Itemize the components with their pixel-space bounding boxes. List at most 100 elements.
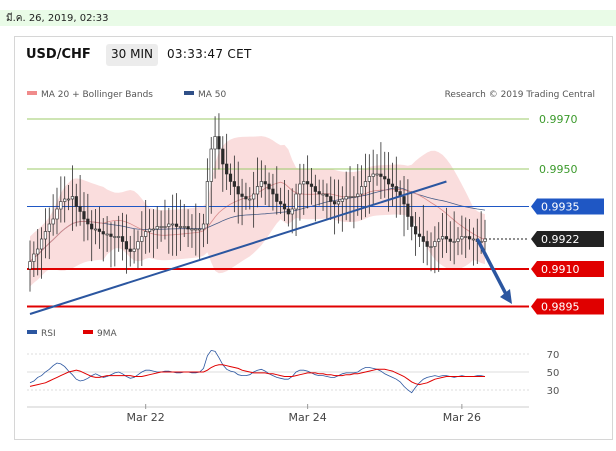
- candle: [263, 165, 267, 205]
- candle: [448, 221, 452, 261]
- candle: [379, 142, 383, 199]
- candle: [298, 163, 302, 221]
- candle: [286, 189, 290, 227]
- candle: [294, 183, 298, 237]
- level-label: 0.9910: [541, 263, 580, 276]
- candle: [248, 187, 252, 210]
- candle: [39, 227, 44, 279]
- candle: [228, 163, 233, 195]
- candle: [74, 183, 78, 227]
- candle: [217, 113, 221, 170]
- candle: [186, 209, 190, 248]
- candle: [190, 214, 194, 248]
- candle: [151, 209, 155, 258]
- candle: [55, 187, 59, 235]
- candle: [352, 176, 356, 229]
- candle: [371, 149, 375, 206]
- candle: [36, 229, 40, 276]
- candle: [117, 215, 121, 252]
- candle: [236, 161, 240, 224]
- candle: [213, 116, 217, 179]
- rsi-line: [29, 349, 486, 394]
- candle: [325, 183, 329, 221]
- bollinger-band-area: [30, 136, 485, 287]
- candle: [252, 171, 256, 228]
- legend-swatch-rsi-ma: [83, 330, 93, 334]
- candle: [97, 206, 102, 249]
- candle: [105, 216, 109, 252]
- candle: [282, 179, 287, 221]
- candle: [163, 199, 167, 240]
- timestamp-bar: มี.ค. 26, 2019, 02:33: [0, 10, 616, 26]
- candle: [78, 174, 82, 226]
- symbol-label: USD/CHF: [26, 47, 91, 62]
- rsi-tick-label: 70: [547, 350, 560, 361]
- candle: [147, 209, 152, 253]
- time-tick-label: Mar 22: [127, 411, 165, 424]
- level-tag-0.9935: 0.9935: [531, 198, 604, 215]
- rsi-plot: 70 50 30: [27, 349, 560, 397]
- candle: [201, 213, 206, 248]
- candle: [28, 240, 32, 292]
- chart-card: USD/CHF 30 MIN 03:33:47 CET MA 20 + Boll…: [14, 36, 613, 440]
- level-tag-0.9950: 0.9950: [539, 163, 578, 176]
- candle: [356, 164, 360, 216]
- candle: [317, 179, 321, 206]
- candle: [259, 160, 263, 198]
- level-label: 0.9922: [541, 233, 580, 246]
- candle: [460, 215, 464, 255]
- candle: [159, 210, 163, 242]
- level-badge: [531, 261, 604, 277]
- candle: [93, 208, 98, 245]
- candle: [51, 194, 55, 236]
- candle: [267, 172, 271, 208]
- candle: [171, 194, 175, 256]
- candle: [32, 241, 36, 277]
- legend-label-bollinger: MA 20 + Bollinger Bands: [41, 90, 153, 100]
- candle: [82, 192, 86, 242]
- candle: [128, 235, 132, 267]
- candle: [452, 211, 456, 265]
- level-label: 0.9970: [539, 113, 578, 126]
- candle: [367, 154, 371, 214]
- candle: [360, 165, 364, 220]
- candle: [302, 163, 306, 215]
- candle: [433, 226, 437, 274]
- time-tick-label: Mar 24: [289, 411, 327, 424]
- candle: [194, 203, 198, 256]
- level-label: 0.9950: [539, 163, 578, 176]
- chart-header: USD/CHF 30 MIN 03:33:47 CET: [15, 37, 612, 73]
- candle: [417, 216, 422, 247]
- trendline: [29, 180, 447, 315]
- candle: [437, 222, 441, 272]
- legend-label-rsi: RSI: [41, 329, 56, 339]
- rsi-ma-line: [29, 364, 485, 387]
- candle: [456, 227, 460, 256]
- candle: [290, 188, 294, 234]
- rsi-legend: RSI 9MA: [27, 329, 117, 339]
- candle: [90, 210, 94, 262]
- candle: [306, 155, 310, 209]
- candle: [43, 208, 48, 259]
- candle: [205, 158, 209, 244]
- candle: [132, 228, 136, 264]
- candle: [182, 204, 186, 238]
- candle: [394, 156, 398, 218]
- timeframe-button[interactable]: 30 MIN: [106, 44, 158, 66]
- candle: [421, 204, 425, 264]
- legend-swatch-rsi: [27, 330, 37, 334]
- candle: [240, 178, 244, 226]
- candle: [66, 185, 71, 211]
- candle: [387, 152, 391, 212]
- level-tag-0.9922: 0.9922: [531, 231, 604, 247]
- credit-label: Research © 2019 Trading Central: [445, 90, 595, 100]
- candle: [440, 213, 445, 258]
- candle: [124, 214, 128, 274]
- price-plot: 0.9970 0.9950 0.9935 0.9922 0.9910 0.9895: [27, 113, 604, 315]
- forecast-arrow: [475, 238, 512, 304]
- candle: [59, 176, 63, 223]
- candle: [101, 218, 105, 262]
- level-tag-0.9910: 0.9910: [531, 261, 604, 277]
- timeframe-label: 30 MIN: [111, 47, 153, 61]
- legend-swatch-bollinger: [27, 91, 37, 95]
